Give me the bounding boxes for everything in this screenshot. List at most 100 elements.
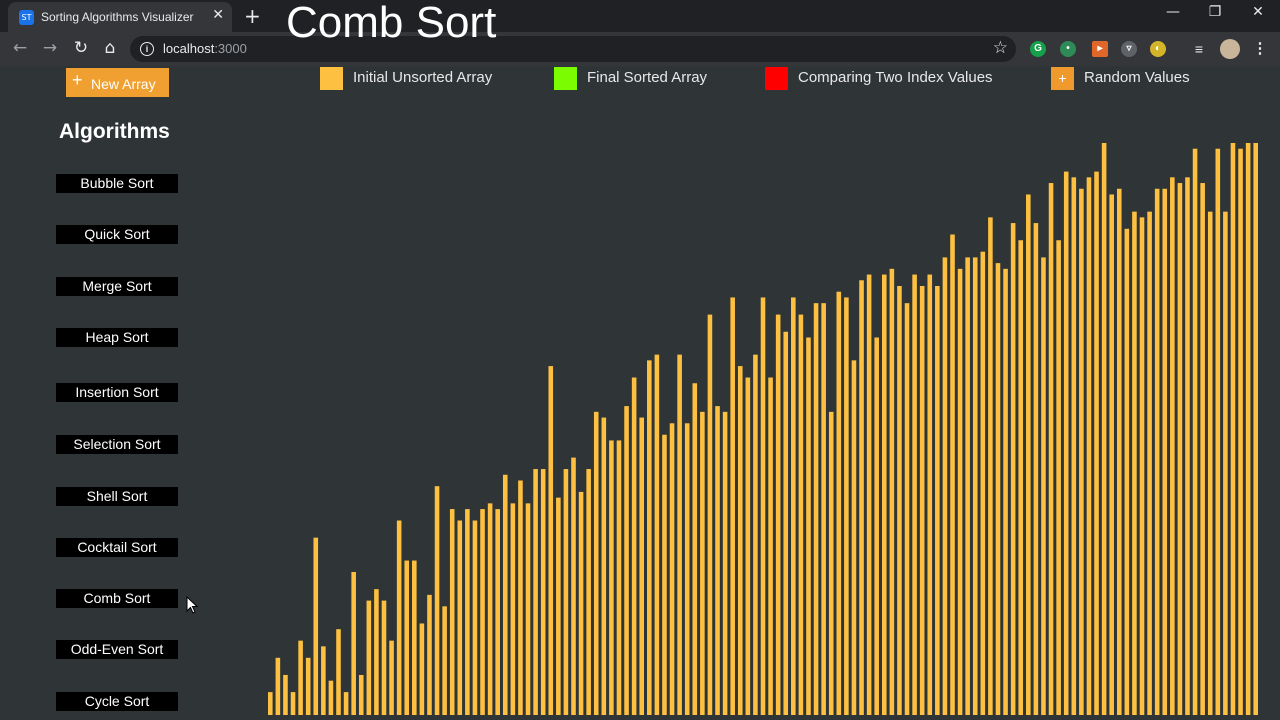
array-bar: [737, 366, 743, 715]
shell-sort-button[interactable]: Shell Sort: [56, 487, 178, 506]
array-bar: [480, 509, 485, 715]
array-bar: [548, 366, 554, 715]
legend-label: Initial Unsorted Array: [353, 69, 493, 86]
array-bar: [1245, 143, 1251, 715]
legend-label: Random Values: [1084, 69, 1190, 86]
bookmark-star-icon[interactable]: ☆: [992, 38, 1008, 58]
browser-toolbar: ← → ↻ ⌂ i localhost:3000 ☆ G • ▸ ▿ ◐ ≡ ⋮: [0, 32, 1280, 66]
array-bar: [1079, 188, 1084, 715]
array-bar: [1230, 143, 1236, 715]
legend-swatch-sorted: [554, 67, 577, 90]
quick-sort-button[interactable]: Quick Sort: [56, 225, 178, 244]
array-bar: [283, 674, 288, 715]
array-bar: [412, 560, 417, 715]
legend-swatch-random: +: [1051, 67, 1074, 90]
comb-sort-button[interactable]: Comb Sort: [56, 589, 178, 608]
media-control-icon[interactable]: ≡: [1194, 41, 1204, 57]
array-bar: [715, 406, 720, 715]
menu-kebab-icon[interactable]: ⋮: [1252, 40, 1268, 57]
url-text[interactable]: localhost:3000: [163, 41, 247, 56]
array-bar: [677, 354, 682, 715]
array-bar: [684, 423, 690, 715]
new-tab-icon[interactable]: +: [244, 4, 261, 28]
array-bar: [897, 286, 902, 715]
array-bar: [1200, 183, 1205, 716]
array-bar: [449, 509, 455, 715]
array-bar: [874, 337, 879, 715]
extension-icon[interactable]: •: [1060, 41, 1076, 57]
extension-icon[interactable]: ▸: [1092, 41, 1108, 57]
mouse-cursor-icon: [186, 596, 198, 614]
array-bar: [495, 509, 500, 715]
array-bar: [510, 503, 516, 715]
home-icon[interactable]: ⌂: [104, 38, 116, 58]
array-bar: [836, 291, 842, 715]
pocket-extension-icon[interactable]: ▿: [1121, 41, 1137, 57]
array-bar: [358, 674, 364, 715]
array-bar: [389, 640, 394, 715]
array-bar: [593, 411, 599, 715]
array-bar: [791, 297, 796, 715]
array-bar: [1223, 211, 1228, 715]
array-bar: [972, 257, 978, 715]
array-bar: [1109, 194, 1114, 716]
reload-icon[interactable]: ↻: [73, 38, 89, 58]
selection-sort-button[interactable]: Selection Sort: [56, 435, 178, 454]
avatar[interactable]: [1220, 39, 1240, 59]
bubble-sort-button[interactable]: Bubble Sort: [56, 174, 178, 193]
new-array-label: New Array: [91, 76, 156, 92]
grammarly-extension-icon[interactable]: G: [1030, 41, 1046, 57]
array-bar: [502, 474, 508, 715]
array-bar: [722, 411, 728, 715]
extension-icon[interactable]: ◐: [1150, 41, 1166, 57]
info-icon[interactable]: i: [140, 42, 154, 56]
back-icon[interactable]: ←: [12, 38, 28, 58]
array-bar: [768, 377, 773, 715]
array-bar: [919, 286, 925, 715]
array-bar: [1139, 217, 1145, 716]
array-bar: [442, 606, 447, 715]
array-bar: [730, 297, 735, 715]
array-bar: [540, 469, 546, 715]
array-bar: [950, 234, 955, 715]
array-bar: [1147, 211, 1152, 715]
array-bar: [692, 383, 698, 715]
heap-sort-button[interactable]: Heap Sort: [56, 328, 178, 347]
array-bar: [1185, 177, 1190, 715]
array-bar: [639, 417, 645, 715]
array-bar: [1101, 143, 1107, 715]
array-bar: [381, 600, 387, 715]
minimize-icon[interactable]: —: [1166, 4, 1180, 20]
window-close-icon[interactable]: ✕: [1252, 4, 1264, 20]
array-bar: [662, 434, 667, 715]
browser-tabstrip: ST Sorting Algorithms Visualizer ✕ + — ❐…: [0, 0, 1280, 32]
array-bar: [980, 251, 986, 715]
address-bar[interactable]: i localhost:3000 ☆: [130, 36, 1016, 62]
array-bar: [571, 457, 576, 715]
array-bar: [290, 692, 296, 715]
array-bar: [866, 274, 872, 715]
array-bar: [578, 491, 584, 715]
array-bar: [1253, 143, 1258, 715]
browser-tab[interactable]: ST Sorting Algorithms Visualizer ✕: [8, 2, 232, 32]
array-bar: [647, 360, 652, 715]
close-tab-icon[interactable]: ✕: [212, 7, 224, 23]
array-bar: [927, 274, 933, 715]
array-bar: [321, 646, 326, 715]
array-bar: [707, 314, 713, 715]
forward-icon[interactable]: →: [42, 38, 58, 58]
array-bar: [1207, 211, 1213, 715]
array-bar: [904, 303, 910, 715]
legend-swatch-initial: [320, 67, 343, 90]
merge-sort-button[interactable]: Merge Sort: [56, 277, 178, 296]
odd-even-sort-button[interactable]: Odd-Even Sort: [56, 640, 178, 659]
array-bar: [806, 337, 811, 715]
array-bar: [328, 680, 334, 715]
restore-icon[interactable]: ❐: [1208, 4, 1222, 20]
cycle-sort-button[interactable]: Cycle Sort: [56, 692, 178, 711]
array-bar: [343, 692, 349, 715]
insertion-sort-button[interactable]: Insertion Sort: [56, 383, 178, 402]
cocktail-sort-button[interactable]: Cocktail Sort: [56, 538, 178, 557]
new-array-button[interactable]: + New Array: [66, 68, 169, 97]
legend-label: Final Sorted Array: [587, 69, 708, 86]
